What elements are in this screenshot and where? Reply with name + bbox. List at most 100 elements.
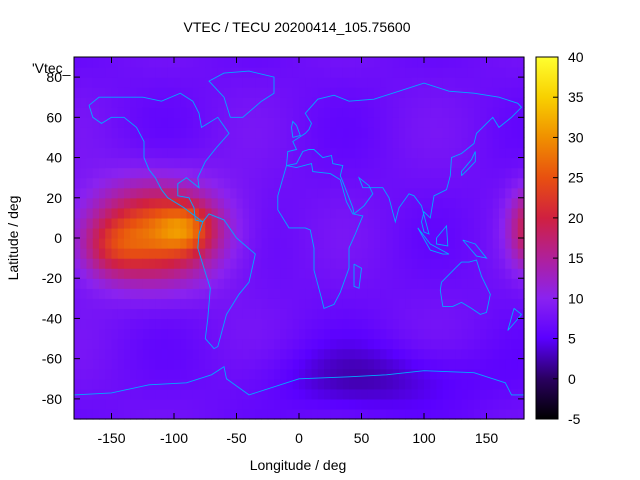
heatmap-cell	[149, 217, 156, 229]
heatmap-cell	[392, 227, 400, 239]
heatmap-cell	[180, 77, 188, 88]
heatmap-cell	[392, 398, 400, 410]
heatmap-cell	[399, 217, 406, 229]
heatmap-cell	[136, 57, 144, 68]
heatmap-cell	[492, 338, 500, 350]
heatmap-cell	[486, 197, 494, 209]
heatmap-cell	[230, 187, 238, 199]
heatmap-cell	[361, 107, 369, 118]
heatmap-cell	[449, 167, 456, 179]
heatmap-cell	[392, 107, 400, 118]
heatmap-cell	[155, 288, 163, 299]
heatmap-cell	[280, 57, 288, 68]
heatmap-cell	[242, 338, 250, 350]
heatmap-cell	[230, 117, 238, 128]
heatmap-cell	[217, 127, 225, 139]
heatmap-cell	[167, 127, 175, 139]
heatmap-cell	[474, 97, 481, 108]
heatmap-cell	[367, 368, 375, 380]
heatmap-cell	[430, 77, 438, 88]
heatmap-cell	[380, 177, 388, 189]
heatmap-cell	[111, 147, 119, 159]
heatmap-cell	[455, 258, 463, 269]
heatmap-cell	[424, 157, 431, 169]
heatmap-cell	[111, 388, 119, 400]
heatmap-cell	[417, 137, 425, 149]
heatmap-cell	[405, 207, 413, 219]
heatmap-cell	[430, 278, 438, 289]
heatmap-cell	[242, 368, 250, 380]
heatmap-cell	[205, 358, 213, 370]
heatmap-cell	[486, 308, 494, 320]
heatmap-cell	[424, 258, 431, 269]
heatmap-cell	[405, 197, 413, 209]
heatmap-cell	[180, 378, 188, 390]
heatmap-cell	[199, 268, 206, 279]
heatmap-cell	[324, 328, 331, 340]
heatmap-cell	[92, 298, 100, 309]
heatmap-cell	[161, 227, 169, 239]
heatmap-cell	[224, 187, 231, 199]
heatmap-cell	[517, 358, 525, 370]
heatmap-cell	[336, 378, 344, 390]
heatmap-cell	[517, 288, 525, 299]
heatmap-cell	[380, 207, 388, 219]
heatmap-cell	[436, 157, 444, 169]
heatmap-cell	[367, 398, 375, 410]
heatmap-cell	[492, 358, 500, 370]
heatmap-cell	[149, 107, 156, 118]
heatmap-cell	[136, 207, 144, 219]
heatmap-cell	[355, 177, 363, 189]
heatmap-cell	[317, 127, 325, 139]
heatmap-cell	[74, 318, 81, 330]
heatmap-cell	[499, 107, 506, 118]
heatmap-cell	[336, 127, 344, 139]
heatmap-cell	[317, 177, 325, 189]
heatmap-cell	[336, 348, 344, 360]
heatmap-cell	[199, 207, 206, 219]
heatmap-cell	[92, 378, 100, 390]
heatmap-cell	[374, 187, 381, 199]
heatmap-cell	[86, 238, 94, 249]
heatmap-cell	[430, 328, 438, 340]
heatmap-cell	[224, 258, 231, 269]
heatmap-cell	[217, 238, 225, 249]
heatmap-cell	[480, 348, 488, 360]
heatmap-cell	[186, 167, 194, 179]
heatmap-cell	[242, 398, 250, 410]
heatmap-cell	[417, 117, 425, 128]
heatmap-cell	[74, 147, 81, 159]
heatmap-cell	[405, 67, 413, 78]
heatmap-cell	[499, 368, 506, 380]
heatmap-cell	[99, 57, 106, 68]
heatmap-cell	[105, 408, 113, 420]
heatmap-cell	[480, 227, 488, 239]
x-tick-label: 0	[295, 430, 303, 446]
heatmap-cell	[342, 67, 350, 78]
heatmap-cell	[374, 408, 381, 420]
heatmap-cell	[511, 248, 519, 259]
heatmap-cell	[480, 408, 488, 420]
heatmap-cell	[511, 137, 519, 149]
heatmap-cell	[449, 207, 456, 219]
heatmap-cell	[92, 398, 100, 410]
heatmap-cell	[424, 127, 431, 139]
heatmap-cell	[324, 217, 331, 229]
heatmap-cell	[361, 288, 369, 299]
heatmap-cell	[292, 217, 300, 229]
heatmap-cell	[130, 318, 138, 330]
heatmap-cell	[367, 248, 375, 259]
heatmap-cell	[292, 268, 300, 279]
heatmap-cell	[124, 137, 131, 149]
heatmap-cell	[292, 117, 300, 128]
heatmap-cell	[280, 187, 288, 199]
heatmap-cell	[411, 378, 419, 390]
heatmap-cell	[486, 248, 494, 259]
heatmap-cell	[174, 348, 181, 360]
heatmap-cell	[161, 87, 169, 98]
heatmap-cell	[392, 378, 400, 390]
heatmap-cell	[349, 157, 356, 169]
heatmap-cell	[492, 87, 500, 98]
series-key: 'Vtec_	[32, 60, 71, 76]
heatmap-cell	[311, 167, 319, 179]
